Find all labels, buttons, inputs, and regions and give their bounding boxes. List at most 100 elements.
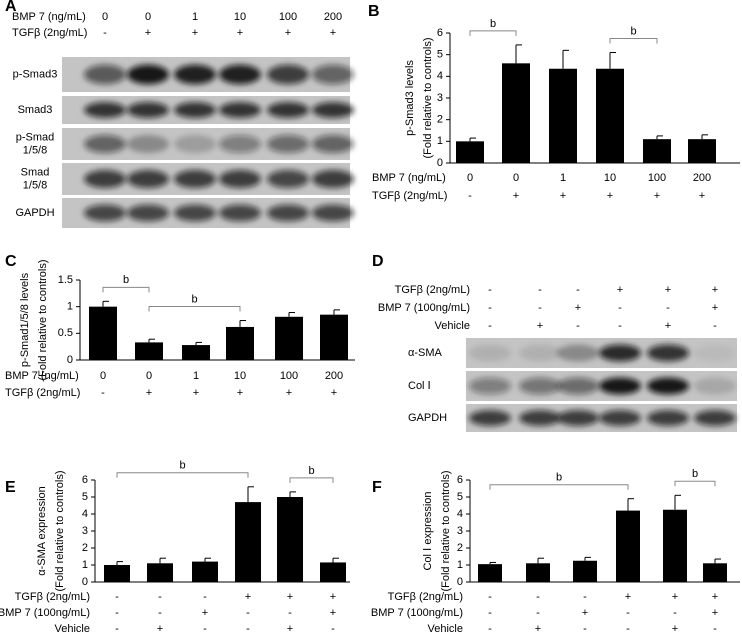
blot-band (219, 64, 261, 85)
significance-label: b (630, 25, 636, 37)
condition-value: + (287, 591, 293, 603)
condition-label: BMP 7 (ng/mL) (372, 172, 446, 184)
condition-value: - (583, 591, 587, 603)
y-tick-label: 5 (457, 491, 463, 503)
condition-value: - (536, 591, 540, 603)
blot-band (127, 204, 169, 222)
condition-value: 100 (279, 11, 297, 23)
y-axis-label: (Fold relative to controls) (37, 259, 49, 380)
condition-value: + (712, 591, 718, 603)
bar (616, 510, 640, 582)
condition-value: 100 (648, 172, 666, 184)
condition-label: TGFβ (2ng/mL) (12, 27, 87, 39)
condition-label: BMP 7 (100ng/mL) (371, 607, 463, 619)
band-label: α-SMA (408, 347, 443, 359)
condition-value: 200 (324, 11, 342, 23)
condition-value: + (202, 607, 208, 619)
y-tick-label: 1.5 (58, 274, 73, 286)
bar (703, 563, 727, 582)
y-axis-label: (Fold relative to controls) (440, 470, 452, 591)
condition-value: - (115, 623, 119, 635)
condition-value: - (538, 284, 542, 296)
blot-band (599, 344, 641, 362)
y-tick-label: 2 (457, 542, 463, 554)
y-tick-label: 3 (437, 92, 443, 104)
band-label: Smad3 (18, 104, 53, 116)
blot-band (694, 344, 736, 362)
band-label: GAPDH (408, 412, 447, 424)
y-tick-label: 4 (437, 70, 443, 82)
condition-value: 0 (513, 172, 519, 184)
condition-value: 1 (560, 172, 566, 184)
significance-label: b (556, 472, 562, 484)
condition-value: + (513, 190, 519, 202)
significance-bracket (116, 472, 249, 478)
bar (456, 141, 484, 163)
condition-value: + (560, 190, 566, 202)
blot-band (84, 170, 126, 188)
band-label: 1/5/8 (23, 144, 47, 156)
bar (192, 561, 218, 582)
condition-value: 1 (192, 11, 198, 23)
significance-label: b (692, 468, 698, 480)
significance-label: b (308, 465, 314, 477)
panel-letter: C (5, 253, 17, 270)
y-tick-label: 0.5 (58, 327, 73, 339)
blot-band (469, 410, 511, 426)
y-tick-label: 4 (82, 508, 88, 520)
bar (277, 497, 303, 582)
condition-value: + (712, 607, 718, 619)
y-tick-label: 6 (457, 474, 463, 486)
condition-value: + (237, 387, 243, 399)
blot-band (174, 102, 216, 118)
condition-label: Vehicle (435, 320, 470, 332)
bar (320, 314, 348, 360)
condition-value: + (330, 607, 336, 619)
bar (135, 342, 163, 360)
y-tick-label: 1 (82, 559, 88, 571)
y-tick-label: 0 (457, 576, 463, 588)
condition-label: TGFβ (2ng/mL) (372, 190, 447, 202)
blot-band (267, 64, 309, 85)
condition-label: TGFβ (2ng/mL) (388, 591, 463, 603)
panel-letter: E (5, 479, 16, 496)
condition-value: + (672, 591, 678, 603)
condition-value: 100 (280, 370, 298, 382)
condition-value: - (583, 623, 587, 635)
condition-value: - (203, 623, 207, 635)
condition-value: - (488, 607, 492, 619)
band-label: Smad (21, 166, 50, 178)
significance-bracket (289, 477, 334, 483)
condition-value: + (665, 320, 671, 332)
condition-value: + (245, 591, 251, 603)
condition-value: - (618, 320, 622, 332)
condition-label: BMP 7 (ng/mL) (12, 11, 86, 23)
y-axis-label: Col Ⅰ expression (422, 491, 434, 570)
blot-band (84, 204, 126, 222)
blot-band (599, 377, 641, 395)
y-tick-label: 5 (82, 491, 88, 503)
blot-band (312, 135, 354, 153)
y-tick-label: 0 (437, 157, 443, 169)
blot-band (557, 377, 599, 395)
condition-value: + (286, 387, 292, 399)
blot-band (519, 344, 561, 362)
panel-letter: F (372, 479, 382, 496)
condition-value: + (665, 284, 671, 296)
condition-value: - (576, 284, 580, 296)
significance-label: b (490, 18, 496, 30)
condition-value: 200 (325, 370, 343, 382)
condition-value: + (537, 320, 543, 332)
condition-value: - (288, 607, 292, 619)
condition-value: 200 (693, 172, 711, 184)
condition-value: 0 (467, 172, 473, 184)
condition-value: 10 (234, 370, 246, 382)
y-tick-label: 0 (67, 354, 73, 366)
condition-value: 1 (193, 370, 199, 382)
blot-band (694, 377, 736, 395)
condition-value: 0 (146, 370, 152, 382)
condition-value: + (146, 387, 152, 399)
bar (549, 68, 577, 163)
condition-value: - (115, 607, 119, 619)
